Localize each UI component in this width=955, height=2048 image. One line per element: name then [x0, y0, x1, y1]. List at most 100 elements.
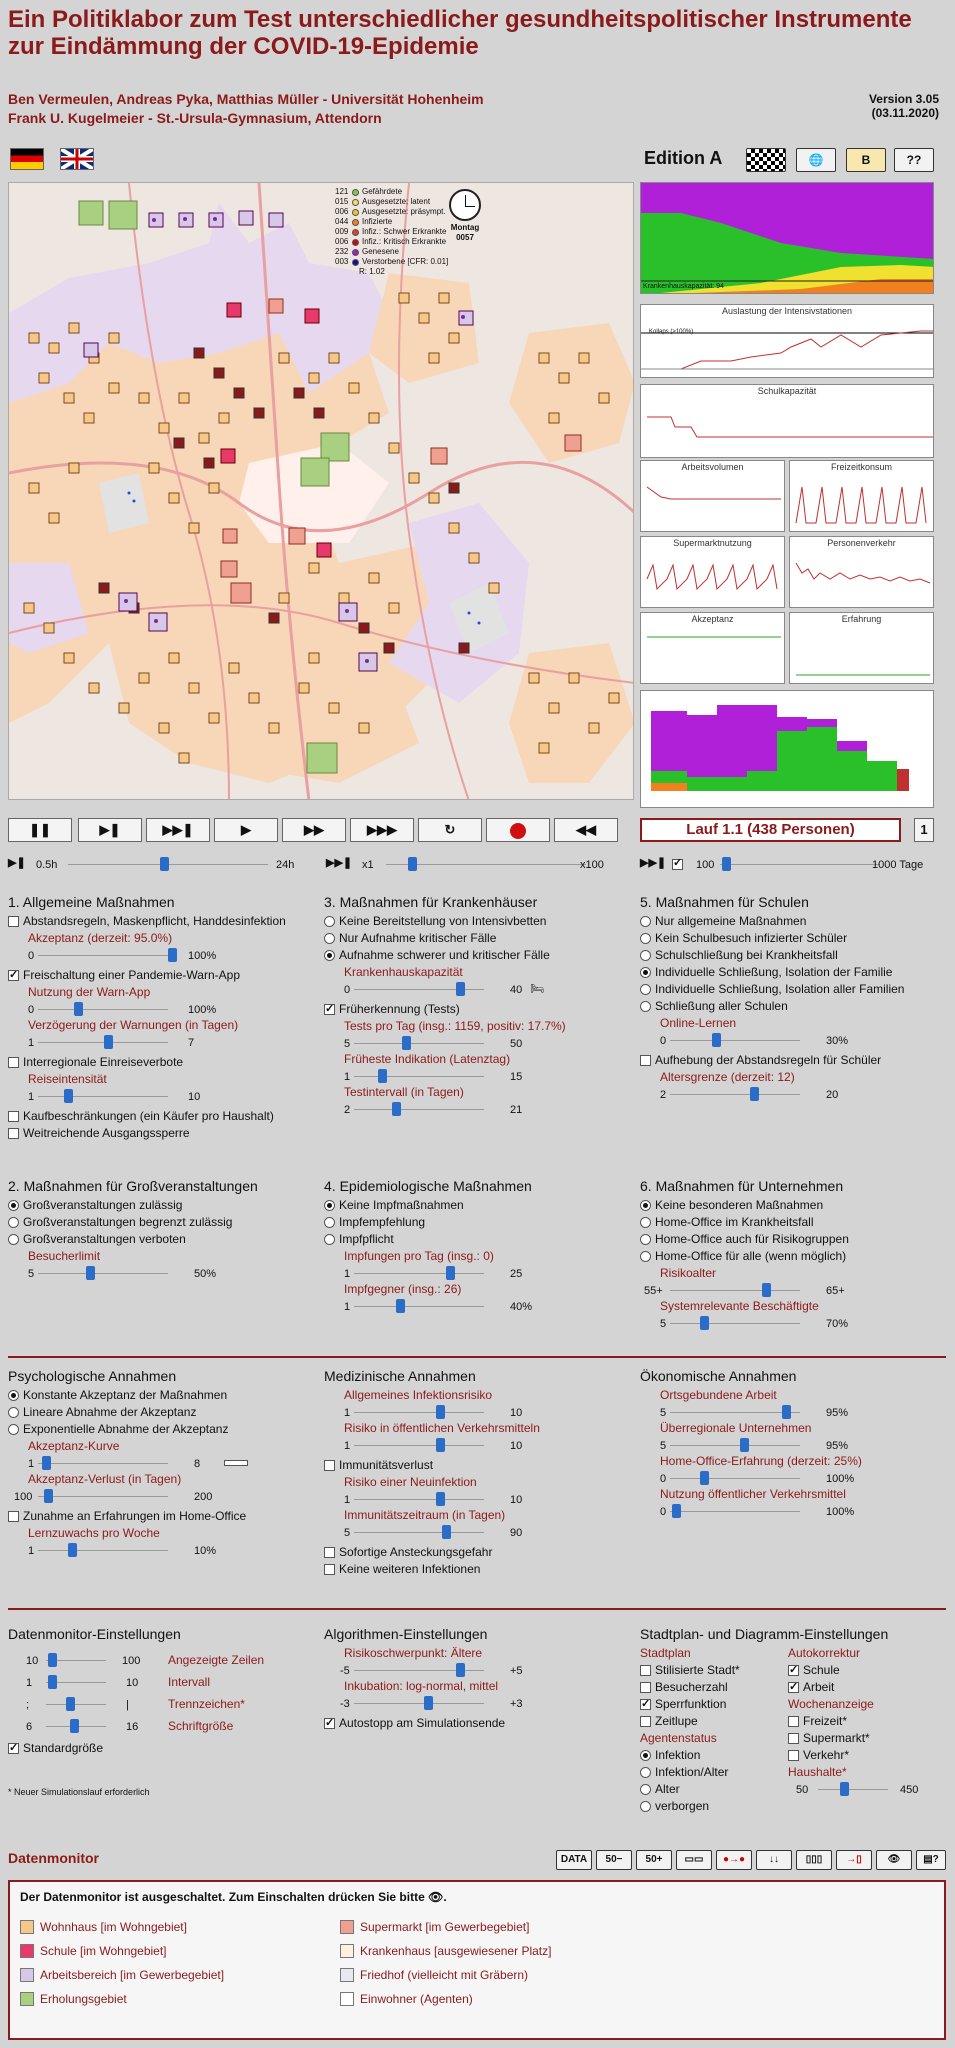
- warn-app-usage-slider[interactable]: 0 100%: [28, 1002, 217, 1016]
- german-flag-icon[interactable]: [10, 148, 44, 170]
- online-learning-slider[interactable]: 0 30%: [660, 1033, 849, 1047]
- minus-50-button[interactable]: 50−: [596, 1850, 632, 1870]
- public-transit-slider[interactable]: 0 100%: [660, 1504, 855, 1518]
- testing-option[interactable]: Früherkennung (Tests): [324, 1001, 624, 1018]
- infection-risk-slider[interactable]: 1 10: [344, 1405, 523, 1419]
- slow-motion-option[interactable]: Zeitlupe: [640, 1713, 774, 1730]
- week-supermarket-option[interactable]: Supermarkt*: [788, 1730, 938, 1747]
- constant-acceptance-option[interactable]: Konstante Akzeptanz der Maßnahmen: [8, 1387, 308, 1404]
- status-infection-option[interactable]: Infektion: [640, 1747, 774, 1764]
- status-age-option[interactable]: Alter: [640, 1781, 774, 1798]
- tests-per-day-slider[interactable]: 5 50: [344, 1036, 523, 1050]
- visitor-count-option[interactable]: Besucherzahl: [640, 1679, 774, 1696]
- reset-button[interactable]: ↻: [418, 818, 482, 842]
- travel-intensity-slider[interactable]: 1 10: [28, 1089, 201, 1103]
- stop-button[interactable]: [486, 818, 550, 842]
- no-vaccination-option[interactable]: Keine Impfmaßnahmen: [324, 1197, 624, 1214]
- events-banned-option[interactable]: Großveranstaltungen verboten: [8, 1231, 308, 1248]
- columns-button[interactable]: ▭▭: [676, 1850, 712, 1870]
- school-general-option[interactable]: Nur allgemeine Maßnahmen: [640, 913, 940, 930]
- student-distance-option[interactable]: Aufhebung der Abstandsregeln für Schüler: [640, 1052, 940, 1069]
- stylized-city-option[interactable]: Stilisierte Stadt*: [640, 1662, 774, 1679]
- exponential-decrease-option[interactable]: Exponentielle Abnahme der Akzeptanz: [8, 1421, 308, 1438]
- visitor-limit-slider[interactable]: 5 50%: [28, 1266, 217, 1280]
- checkered-flag-button[interactable]: [746, 148, 786, 172]
- lock-function-option[interactable]: Sperrfunktion: [640, 1696, 774, 1713]
- home-office-exp-slider[interactable]: 0 100%: [660, 1471, 855, 1485]
- monitor-help-button[interactable]: ▤?: [916, 1850, 946, 1870]
- risk-focus-slider[interactable]: -5 +5: [340, 1663, 523, 1677]
- step-button[interactable]: ▶❚: [78, 818, 142, 842]
- households-slider[interactable]: 50 450: [796, 1782, 919, 1796]
- transit-risk-slider[interactable]: 1 10: [344, 1438, 523, 1452]
- home-office-risk-option[interactable]: Home-Office auch für Risikogruppen: [640, 1231, 940, 1248]
- linear-decrease-option[interactable]: Lineare Abnahme der Akzeptanz: [8, 1404, 308, 1421]
- acceptance-loss-slider[interactable]: 100 200: [14, 1489, 213, 1503]
- pause-button[interactable]: ❚❚: [8, 818, 72, 842]
- earliest-indication-slider[interactable]: 1 15: [344, 1069, 523, 1083]
- incubation-slider[interactable]: -3 +3: [340, 1696, 523, 1710]
- data-button[interactable]: DATA: [556, 1850, 592, 1870]
- duration-checkbox[interactable]: [672, 856, 683, 870]
- vaccine-opponents-slider[interactable]: 1 40%: [344, 1299, 533, 1313]
- home-office-all-option[interactable]: Home-Office für alle (wenn möglich): [640, 1248, 940, 1265]
- vaccination-recommendation-option[interactable]: Impfempfehlung: [324, 1214, 624, 1231]
- distance-rules-option[interactable]: Abstandsregeln, Maskenpflicht, Handdesin…: [8, 913, 308, 930]
- travel-ban-option[interactable]: Interregionale Einreiseverbote: [8, 1054, 308, 1071]
- immediate-contagion-option[interactable]: Sofortige Ansteckungsgefahr: [324, 1544, 624, 1561]
- eye-button[interactable]: 👁: [876, 1850, 912, 1870]
- autostop-option[interactable]: Autostopp am Simulationsende: [324, 1715, 624, 1732]
- font-size-slider[interactable]: 6 16 Schriftgröße: [26, 1719, 234, 1733]
- severe-critical-option[interactable]: Aufnahme schwerer und kritischer Fälle: [324, 947, 624, 964]
- run-number-button[interactable]: 1: [914, 818, 934, 842]
- export-button[interactable]: →▯: [836, 1850, 872, 1870]
- play-button[interactable]: ▶: [214, 818, 278, 842]
- duration-slider[interactable]: ▶▶❚ 100 1000 Tage: [640, 856, 940, 872]
- no-further-infections-option[interactable]: Keine weiteren Infektionen: [324, 1561, 624, 1578]
- standard-size-option[interactable]: Standardgröße: [8, 1740, 308, 1757]
- skip-button[interactable]: ▶▶❚: [146, 818, 210, 842]
- local-work-slider[interactable]: 5 95%: [660, 1405, 849, 1419]
- fast-forward-button[interactable]: ▶▶: [282, 818, 346, 842]
- autocorrect-school-option[interactable]: Schule: [788, 1662, 938, 1679]
- hospital-capacity-slider[interactable]: 0 40 🛏: [344, 982, 544, 996]
- rewind-button[interactable]: ◀◀: [554, 818, 618, 842]
- age-limit-slider[interactable]: 2 20: [660, 1087, 839, 1101]
- rows-slider[interactable]: 10 100 Angezeigte Zeilen: [26, 1653, 265, 1667]
- acceptance-slider[interactable]: 0 100%: [28, 948, 217, 962]
- essential-workers-slider[interactable]: 5 70%: [660, 1316, 849, 1330]
- home-office-sick-option[interactable]: Home-Office im Krankheitsfall: [640, 1214, 940, 1231]
- close-all-schools-option[interactable]: Schließung aller Schulen: [640, 998, 940, 1015]
- faster-button[interactable]: ▶▶▶: [350, 818, 414, 842]
- globe-button[interactable]: 🌐: [796, 148, 836, 172]
- individual-family-option[interactable]: Individuelle Schließung, Isolation der F…: [640, 964, 940, 981]
- immunity-period-slider[interactable]: 5 90: [344, 1525, 523, 1539]
- download-button[interactable]: ↓↓: [756, 1850, 792, 1870]
- status-hidden-option[interactable]: verborgen: [640, 1798, 774, 1815]
- no-special-measures-option[interactable]: Keine besonderen Maßnahmen: [640, 1197, 940, 1214]
- learning-growth-slider[interactable]: 1 10%: [28, 1543, 217, 1557]
- status-infection-age-option[interactable]: Infektion/Alter: [640, 1764, 774, 1781]
- speed-slider-a[interactable]: ▶❚ 0.5h 24h: [8, 856, 298, 872]
- autocorrect-work-option[interactable]: Arbeit: [788, 1679, 938, 1696]
- interval-slider[interactable]: 1 10 Intervall: [26, 1675, 211, 1689]
- warn-app-option[interactable]: Freischaltung einer Pandemie-Warn-App: [8, 967, 308, 984]
- events-limited-option[interactable]: Großveranstaltungen begrenzt zulässig: [8, 1214, 308, 1231]
- plus-50-button[interactable]: 50+: [636, 1850, 672, 1870]
- help-button[interactable]: ??: [894, 148, 934, 172]
- critical-only-option[interactable]: Nur Aufnahme kritischer Fälle: [324, 930, 624, 947]
- curfew-option[interactable]: Weitreichende Ausgangssperre: [8, 1125, 308, 1142]
- risk-age-slider[interactable]: 55+ 65+: [644, 1283, 845, 1297]
- vaccination-mandatory-option[interactable]: Impfpflicht: [324, 1231, 624, 1248]
- city-map[interactable]: 121 Gefährdete 015 Ausgesetzte: latent 006 Au…: [8, 182, 634, 800]
- speed-slider-b[interactable]: ▶▶❚ x1 x100: [326, 856, 616, 872]
- separator-slider[interactable]: ; | Trennzeichen*: [26, 1697, 245, 1711]
- events-allowed-option[interactable]: Großveranstaltungen zulässig: [8, 1197, 308, 1214]
- test-interval-slider[interactable]: 2 21: [344, 1102, 523, 1116]
- no-infected-students-option[interactable]: Kein Schulbesuch infizierter Schüler: [640, 930, 940, 947]
- home-office-experience-option[interactable]: Zunahme an Erfahrungen im Home-Office: [8, 1508, 308, 1525]
- school-closure-case-option[interactable]: Schulschließung bei Krankheitsfall: [640, 947, 940, 964]
- points-button[interactable]: ●→●: [716, 1850, 752, 1870]
